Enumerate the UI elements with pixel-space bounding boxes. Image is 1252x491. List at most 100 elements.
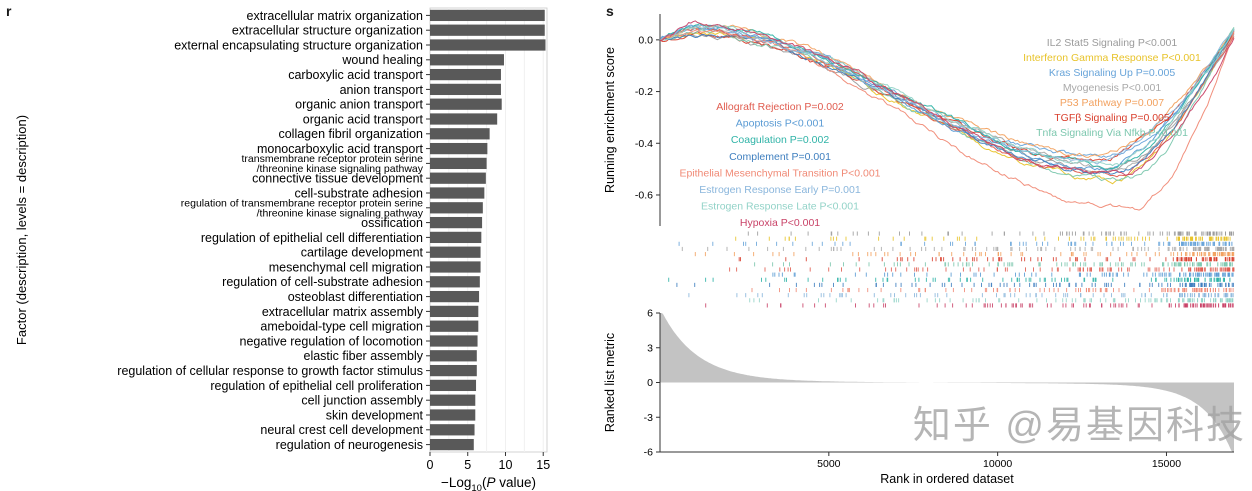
bar-label: regulation of epithelial cell differenti…: [201, 231, 423, 245]
legend-item: Tnfa Signaling Via Nfkb P<0.001: [1036, 127, 1188, 139]
es-y-tick-label: -0.4: [635, 138, 653, 150]
bar-label: organic anion transport: [295, 98, 423, 112]
x-tick-label: 10000: [983, 458, 1012, 470]
panel-label-s: s: [606, 3, 614, 19]
watermark: 知乎 @易基因科技: [912, 405, 1246, 447]
x-tick-label: 0: [427, 458, 434, 472]
es-y-tick-label: -0.6: [635, 189, 653, 201]
legend-item: Estrogen Response Late P<0.001: [701, 201, 859, 213]
bar: [430, 350, 477, 362]
legend-item: Coagulation P=0.002: [731, 134, 830, 146]
bar: [430, 335, 478, 347]
legend-item: Interferon Gamma Response P<0.001: [1023, 52, 1201, 64]
legend-item: Complement P=0.001: [729, 151, 831, 163]
bar: [430, 68, 501, 81]
bar: [430, 364, 477, 377]
enrichment-curve: [659, 24, 1235, 165]
enrichment-curve: [659, 29, 1235, 211]
ranked-metric-area: [660, 313, 1234, 452]
bar: [430, 409, 476, 421]
bar: [430, 305, 479, 318]
legend-item: Apoptosis P<0.001: [736, 118, 825, 130]
bar-label: extracellular matrix assembly: [262, 305, 424, 319]
panel-gsea: s 0.0 -0.2 -0.4 -0.6 IL2 Stat5 Signaling P<0…: [600, 0, 1252, 491]
bar: [430, 172, 486, 184]
bar-label: osteoblast differentiation: [288, 290, 423, 304]
bar: [430, 157, 487, 170]
bar-x-axis-title: −Log10(P value): [441, 475, 536, 491]
bar-label: regulation of cellular response to growt…: [117, 364, 423, 378]
bar: [430, 438, 474, 451]
bar: [430, 128, 490, 140]
bar: [430, 424, 475, 436]
enrichment-curve: [659, 24, 1235, 172]
bar-label: negative regulation of locomotion: [240, 334, 424, 348]
bar-label: regulation of transmembrane receptor pro…: [181, 198, 424, 220]
legend-item: P53 Pathway P=0.007: [1060, 97, 1164, 109]
metric-y-tick-label: -3: [644, 412, 653, 424]
panel-label-r: r: [6, 3, 12, 19]
bar-label: ameboidal-type cell migration: [260, 320, 423, 334]
bar: [430, 142, 488, 155]
bar: [430, 231, 482, 244]
bar: [430, 83, 501, 96]
bar-label: regulation of neurogenesis: [276, 438, 423, 452]
bar-label: connective tissue development: [252, 172, 423, 186]
bar-label: collagen fibril organization: [278, 127, 423, 141]
bar-label: wound healing: [341, 53, 423, 67]
bar-label: monocarboxylic acid transport: [257, 142, 424, 156]
legend-item: Estrogen Response Early P=0.001: [699, 184, 861, 196]
bar-label: cell junction assembly: [301, 394, 423, 408]
bar-label: external encapsulating structure organiz…: [174, 38, 423, 52]
bar: [430, 290, 480, 303]
bar-label: extracellular structure organization: [232, 24, 423, 38]
bar: [430, 246, 481, 258]
bar-y-axis-title: Factor (description, levels = descriptio…: [14, 115, 29, 345]
es-y-tick-label: 0.0: [638, 34, 653, 46]
legend-item: IL2 Stat5 Signaling P<0.001: [1047, 37, 1178, 49]
bar: [430, 24, 545, 36]
enrichment-curve: [659, 20, 1235, 176]
bar: [430, 39, 546, 51]
metric-y-tick-label: 3: [647, 342, 653, 354]
bar-label: cell-substrate adhesion: [294, 186, 423, 200]
bar-label: extracellular matrix organization: [247, 9, 424, 23]
es-y-axis-title: Running enrichment score: [603, 47, 617, 193]
bar-label: organic acid transport: [303, 112, 424, 126]
bar-panel-border: [429, 7, 548, 453]
bar-label: carboxylic acid transport: [288, 68, 423, 82]
x-tick-label: 15000: [1152, 458, 1181, 470]
bar: [430, 54, 504, 66]
panel-go-barchart: r extracellular matrix organization extra…: [0, 0, 560, 491]
bar-label: cartilage development: [301, 246, 424, 260]
bar: [430, 9, 545, 22]
go-enrichment-bar-chart: extracellular matrix organizationextrace…: [14, 7, 550, 491]
metric-y-tick-label: 6: [647, 308, 653, 320]
bar-label: regulation of epithelial cell proliferat…: [210, 379, 423, 393]
bar: [430, 202, 483, 214]
bar-label: neural crest cell development: [260, 423, 423, 437]
gsea-plot: 0.0 -0.2 -0.4 -0.6 IL2 Stat5 Signaling P<0.0…: [603, 14, 1235, 486]
x-tick-label: 5000: [817, 458, 841, 470]
legend-item: Epithelial Mesenchymal Transition P<0.00…: [679, 167, 880, 179]
bar-label: skin development: [326, 408, 424, 422]
legend-item: Myogenesis P<0.001: [1063, 82, 1162, 94]
bar: [430, 320, 479, 332]
bar: [430, 379, 477, 392]
bar: [430, 98, 502, 110]
bar: [430, 276, 480, 288]
enrichment-curve: [659, 22, 1235, 171]
x-tick-label: 5: [464, 458, 471, 472]
bar: [430, 216, 483, 229]
legend-item: Kras Signaling Up P=0.005: [1049, 67, 1176, 79]
bar-label: transmembrane receptor protein serine/th…: [241, 153, 423, 175]
bar: [430, 394, 476, 406]
bar: [430, 261, 481, 273]
es-y-tick-label: -0.2: [635, 86, 653, 98]
x-tick-label: 15: [536, 458, 550, 472]
metric-y-axis-title: Ranked list metric: [603, 333, 617, 432]
bar: [430, 187, 485, 199]
legend-item: TGFβ Signaling P=0.005: [1054, 112, 1170, 124]
bar: [430, 113, 498, 125]
